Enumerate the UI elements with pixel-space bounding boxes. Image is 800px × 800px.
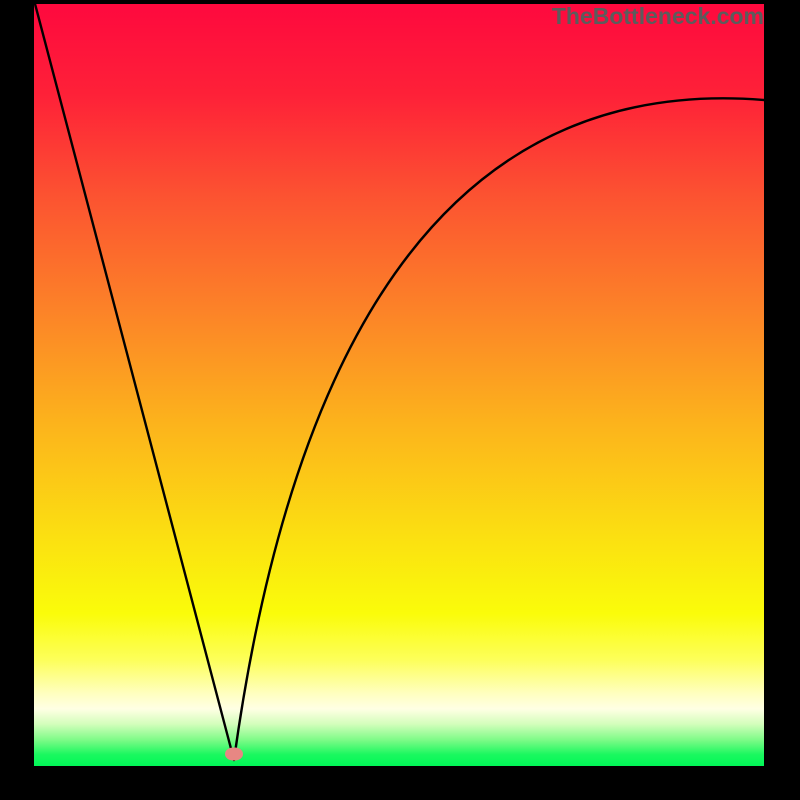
chart-frame: TheBottleneck.com <box>0 0 800 800</box>
plot-area <box>34 4 764 766</box>
watermark-text: TheBottleneck.com <box>552 3 764 30</box>
curve-minimum-marker <box>225 748 243 761</box>
bottleneck-curve <box>34 4 764 766</box>
